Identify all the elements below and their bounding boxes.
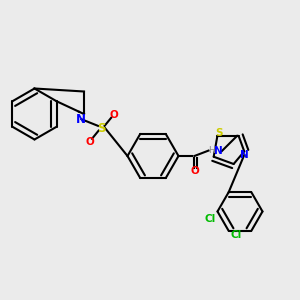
Text: H: H [208,146,215,155]
Text: S: S [215,128,223,138]
Text: N: N [214,146,223,156]
Text: O: O [109,110,118,120]
Text: Cl: Cl [204,214,216,224]
Text: S: S [97,122,106,135]
Text: O: O [190,166,200,176]
Text: O: O [85,137,94,147]
Text: N: N [76,113,85,126]
Text: Cl: Cl [231,230,242,241]
Text: N: N [240,150,249,160]
